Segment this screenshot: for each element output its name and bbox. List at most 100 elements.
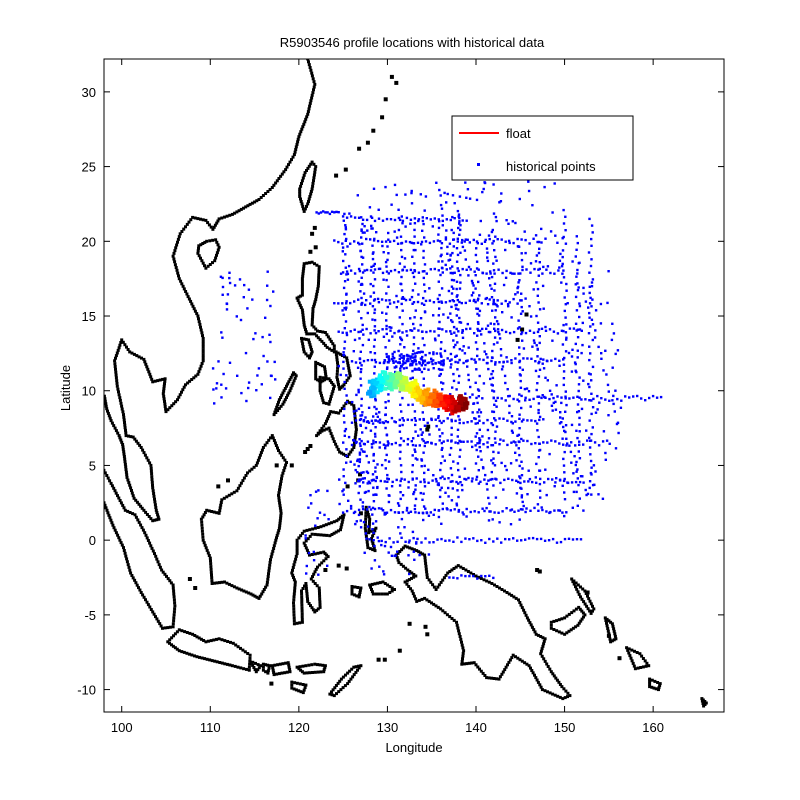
coast-dot	[516, 656, 520, 660]
coast-dot	[301, 176, 305, 180]
historical-point	[372, 486, 375, 489]
historical-point	[269, 304, 272, 308]
historical-point	[543, 395, 546, 399]
historical-point	[393, 511, 397, 514]
historical-point	[569, 450, 573, 454]
historical-point	[420, 243, 423, 246]
historical-point	[547, 477, 550, 481]
historical-point	[532, 288, 535, 291]
historical-point	[363, 491, 367, 494]
historical-point	[590, 399, 593, 402]
coast-dot	[254, 670, 258, 674]
coast-dot	[314, 374, 318, 378]
historical-point	[576, 477, 579, 480]
historical-point	[362, 420, 365, 423]
historical-point	[220, 331, 223, 334]
coast-dot	[307, 338, 311, 342]
historical-point	[538, 489, 542, 492]
historical-point	[492, 457, 495, 460]
historical-point	[423, 303, 426, 306]
historical-point	[261, 335, 264, 339]
historical-point	[516, 539, 519, 542]
historical-point	[268, 333, 271, 336]
coast-dot	[172, 610, 176, 614]
historical-point	[508, 331, 512, 335]
historical-point	[451, 194, 455, 197]
coast-dot	[335, 358, 339, 362]
coast-dot	[242, 667, 246, 671]
historical-point	[561, 343, 565, 346]
historical-point	[439, 254, 442, 258]
historical-point	[537, 395, 541, 398]
historical-point	[411, 289, 415, 292]
historical-point	[226, 293, 230, 296]
historical-point	[461, 267, 464, 271]
historical-point	[457, 215, 460, 218]
historical-point	[421, 431, 424, 434]
historical-point	[518, 326, 521, 329]
coast-dot	[250, 201, 254, 205]
historical-point	[418, 553, 421, 557]
historical-point	[484, 541, 487, 544]
historical-point	[512, 330, 516, 334]
historical-point	[396, 361, 400, 364]
historical-point	[588, 385, 591, 389]
coast-dot	[322, 428, 326, 432]
y-tick-label: -10	[77, 683, 96, 698]
historical-point	[508, 301, 511, 304]
coast-dot	[405, 545, 409, 549]
historical-point	[530, 419, 533, 422]
historical-point	[383, 359, 387, 362]
historical-point	[372, 531, 375, 534]
historical-point	[605, 373, 608, 376]
historical-point	[575, 235, 578, 238]
historical-point	[338, 478, 341, 481]
coast-dot	[147, 515, 151, 518]
historical-point	[350, 360, 354, 363]
coast-dot	[539, 635, 543, 638]
coast-dot	[113, 362, 117, 366]
historical-point	[446, 357, 449, 360]
historical-point	[394, 370, 397, 374]
historical-point	[536, 355, 539, 358]
coast-dot	[289, 375, 293, 379]
coast-dot	[332, 694, 336, 698]
coast-dot	[288, 667, 292, 671]
historical-point	[431, 479, 434, 482]
historical-point	[437, 260, 440, 263]
coast-dot	[305, 671, 309, 675]
historical-point	[564, 350, 568, 353]
coast-dot	[307, 663, 311, 667]
coast-dot	[505, 591, 509, 594]
historical-point	[448, 258, 452, 261]
coast-dot	[292, 613, 296, 617]
historical-point	[540, 396, 543, 400]
historical-point	[349, 507, 353, 510]
coast-dot	[337, 690, 341, 694]
historical-point	[400, 248, 403, 252]
historical-point	[389, 329, 392, 332]
historical-point	[486, 356, 489, 359]
coast-dot	[267, 572, 270, 576]
historical-point	[521, 508, 524, 511]
coast-dot	[268, 188, 272, 191]
historical-point	[461, 245, 465, 249]
coast-dot	[291, 381, 295, 385]
historical-point	[450, 228, 453, 232]
coast-dot	[467, 661, 471, 665]
float-profile-dot	[431, 403, 436, 408]
historical-point	[343, 212, 346, 216]
coast-dot	[104, 404, 108, 408]
coast-dot	[188, 379, 192, 383]
historical-point	[570, 355, 574, 358]
historical-point	[343, 232, 346, 236]
historical-point	[486, 428, 490, 432]
coast-dot	[274, 181, 278, 185]
coast-dot	[280, 474, 284, 478]
historical-point	[488, 537, 491, 541]
float-profile-dot	[444, 408, 449, 412]
coast-dot	[444, 573, 448, 577]
coast-dot	[123, 426, 127, 430]
coast-dot	[123, 508, 127, 512]
coast-dot	[613, 634, 617, 638]
